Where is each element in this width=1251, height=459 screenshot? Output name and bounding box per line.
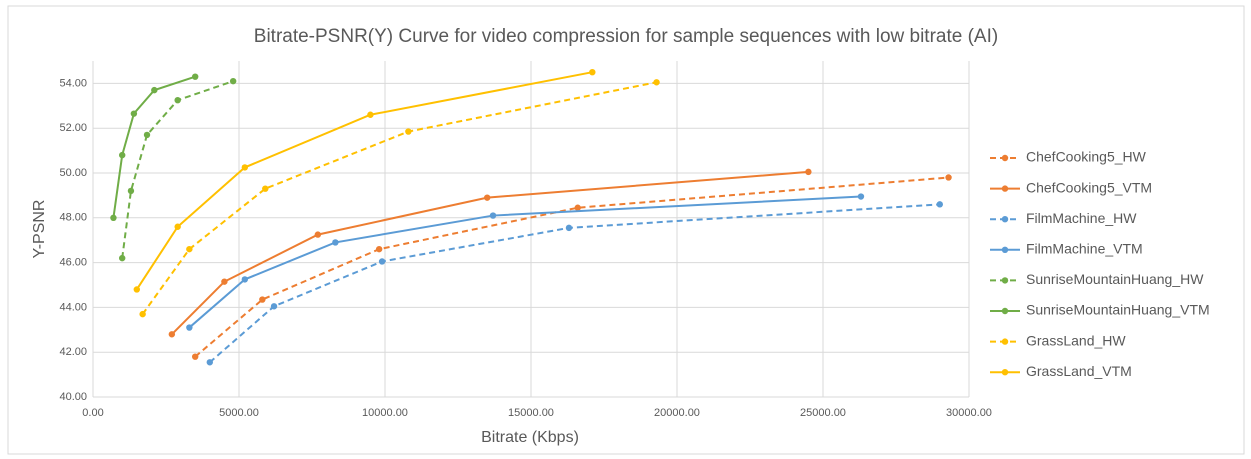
data-point xyxy=(192,353,199,360)
x-tick-label: 20000.00 xyxy=(654,407,700,419)
data-point xyxy=(186,245,193,253)
data-point xyxy=(133,286,140,293)
data-point xyxy=(241,164,249,171)
data-point xyxy=(221,278,228,285)
legend-marker xyxy=(1001,154,1009,162)
y-tick-label: 46.00 xyxy=(59,257,87,269)
legend-marker xyxy=(1001,369,1009,376)
data-point xyxy=(206,359,213,366)
data-point xyxy=(192,73,199,80)
data-point xyxy=(936,201,943,208)
y-tick-label: 40.00 xyxy=(59,391,87,403)
chart-title: Bitrate-PSNR(Y) Curve for video compress… xyxy=(254,26,998,47)
series-line xyxy=(121,80,234,259)
data-point xyxy=(489,212,497,219)
legend-label: GrassLand_HW xyxy=(1026,332,1126,348)
y-tick-label: 48.00 xyxy=(59,212,87,224)
x-tick-label: 0.00 xyxy=(82,407,103,419)
data-point xyxy=(332,239,339,246)
series-line xyxy=(141,81,657,315)
data-point xyxy=(130,110,138,117)
data-point xyxy=(314,231,322,238)
y-tick-label: 44.00 xyxy=(59,301,87,313)
data-point xyxy=(151,86,158,94)
data-point xyxy=(168,331,176,338)
data-point xyxy=(241,276,249,283)
legend-marker xyxy=(1001,216,1009,223)
data-point xyxy=(270,303,278,310)
data-point xyxy=(375,245,383,253)
legend-label: SunriseMountainHuang_VTM xyxy=(1026,302,1210,318)
legend-label: FilmMachine_VTM xyxy=(1026,241,1143,257)
legend-label: GrassLand_VTM xyxy=(1026,363,1132,379)
legend-marker xyxy=(1001,338,1009,345)
chart-border xyxy=(7,5,1245,455)
x-tick-label: 5000.00 xyxy=(219,407,259,419)
legend-marker xyxy=(1001,277,1009,284)
data-point xyxy=(119,151,126,159)
data-point xyxy=(127,187,135,195)
data-point xyxy=(378,258,386,265)
legend-marker xyxy=(1001,185,1009,192)
y-tick-label: 52.00 xyxy=(59,122,87,134)
x-axis-label: Bitrate (Kbps) xyxy=(481,429,579,446)
x-tick-label: 15000.00 xyxy=(508,407,554,419)
data-point xyxy=(857,193,865,200)
data-point xyxy=(805,168,812,176)
data-point xyxy=(653,79,660,86)
data-point xyxy=(589,69,596,76)
data-point xyxy=(186,324,193,331)
data-point xyxy=(174,97,181,104)
x-tick-label: 25000.00 xyxy=(800,407,846,419)
x-tick-label: 30000.00 xyxy=(946,407,992,419)
y-tick-label: 54.00 xyxy=(59,77,87,89)
data-point xyxy=(367,111,374,118)
legend-label: ChefCooking5_HW xyxy=(1026,149,1147,165)
x-tick-label: 10000.00 xyxy=(362,407,408,419)
data-point xyxy=(139,310,146,318)
legend-label: SunriseMountainHuang_HW xyxy=(1026,271,1204,287)
data-point xyxy=(262,185,269,192)
legend-marker xyxy=(1001,246,1009,253)
legend-label: FilmMachine_HW xyxy=(1026,210,1137,226)
data-point xyxy=(110,214,117,221)
data-point xyxy=(119,254,126,262)
legend-marker xyxy=(1001,307,1009,315)
data-point xyxy=(565,224,573,232)
legend-label: ChefCooking5_VTM xyxy=(1026,179,1152,195)
data-point xyxy=(945,174,952,181)
data-point xyxy=(405,128,412,135)
data-point xyxy=(143,131,151,139)
data-point xyxy=(229,77,237,85)
data-point xyxy=(174,223,181,230)
data-point xyxy=(484,194,491,201)
y-tick-label: 50.00 xyxy=(59,167,87,179)
data-point xyxy=(574,204,581,211)
y-axis-label: Y-PSNR xyxy=(31,200,48,259)
y-tick-label: 42.00 xyxy=(59,346,87,358)
data-point xyxy=(259,296,266,303)
